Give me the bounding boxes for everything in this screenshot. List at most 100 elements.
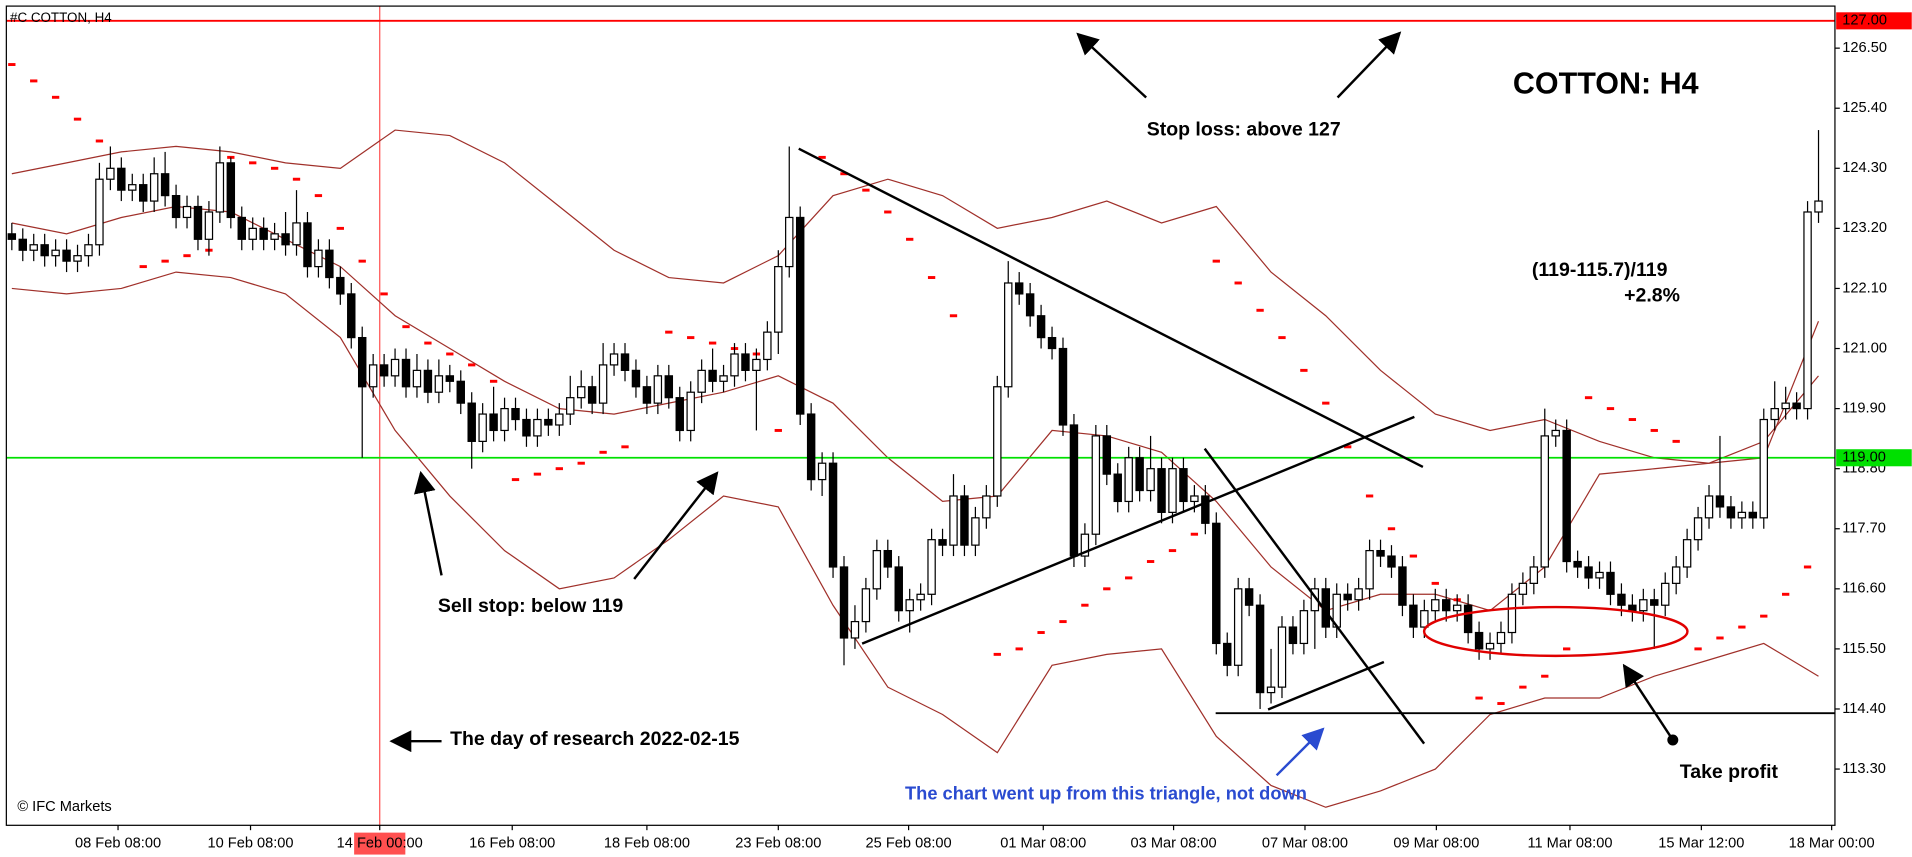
sar-dot [292, 177, 301, 181]
candle-body [620, 353, 630, 371]
candle-body [1190, 495, 1199, 503]
candle-body [1091, 435, 1101, 535]
drawings [389, 31, 1835, 777]
candle-body [839, 566, 849, 639]
candle-body [653, 375, 663, 404]
candle-body [1113, 473, 1122, 503]
candle-body [1628, 604, 1637, 612]
candle-body [1496, 631, 1506, 645]
sar-dot [862, 188, 870, 192]
candle-body [357, 336, 367, 388]
x-tick-label: 18 Feb 08:00 [604, 835, 690, 851]
candle-body [697, 369, 706, 393]
candle-body [719, 375, 728, 382]
level-label-box [1836, 449, 1912, 467]
sar-dot [249, 161, 257, 165]
x-tick-label: 14 Feb 00:00 [337, 835, 423, 851]
target-ellipse [1422, 605, 1689, 658]
sar-dot [336, 226, 344, 230]
candle-body [1442, 599, 1451, 612]
candle-body [138, 184, 148, 202]
candle-body [1759, 418, 1768, 519]
x-tick-label: 15 Mar 12:00 [1658, 835, 1744, 851]
candle-body [171, 194, 181, 219]
candle-body [1803, 211, 1812, 410]
candle-body [861, 588, 871, 623]
sar-dot [1037, 631, 1045, 634]
candle-body [1255, 604, 1265, 694]
x-tick-label: 23 Feb 08:00 [735, 835, 821, 851]
candle-body [40, 244, 49, 257]
sar-dot [533, 472, 542, 476]
plot-area [6, 6, 1835, 826]
sar-dot [1628, 418, 1637, 421]
sar-dot [380, 292, 388, 296]
candle-body [226, 162, 236, 219]
level-label-box [1836, 12, 1912, 30]
x-tick-label: 11 Mar 08:00 [1527, 835, 1612, 851]
trend-line [1267, 660, 1385, 711]
candle-body [401, 358, 411, 388]
y-tick-label: 121.00 [1842, 340, 1887, 356]
candle-body [664, 375, 674, 399]
arrow [1076, 32, 1148, 99]
candle-body [1562, 429, 1571, 563]
candle-body [106, 167, 115, 180]
candle-body [182, 205, 192, 219]
sar-dot [446, 352, 454, 356]
candle-body [894, 566, 903, 612]
candle-body [1069, 424, 1079, 557]
candle-body [18, 238, 27, 251]
x-tick-label: 18 Mar 00:00 [1789, 835, 1875, 851]
candle-body [303, 222, 312, 268]
annotation: +2.8% [1624, 284, 1680, 306]
sar-dot [314, 194, 323, 198]
candle-body [708, 369, 717, 382]
candle-body [215, 162, 225, 213]
sar-dot [599, 450, 607, 454]
candle-body [1737, 511, 1747, 519]
y-tick-label: 123.20 [1842, 220, 1887, 236]
candle-body [774, 265, 783, 333]
candle-body [1463, 604, 1473, 634]
candle-body [1431, 599, 1440, 612]
candle-body [1595, 571, 1604, 579]
candle-body [314, 249, 323, 268]
candle-body [850, 620, 860, 639]
candle-body [368, 364, 378, 388]
sar-dot [621, 445, 629, 449]
candle-body [1168, 468, 1177, 513]
candle-body [1693, 517, 1703, 541]
sar-dot [1541, 674, 1549, 678]
candle-body [62, 249, 71, 262]
sar-dot [1782, 592, 1790, 596]
candle-body [598, 364, 608, 404]
sar-dot [1103, 587, 1111, 591]
candle-body [1650, 599, 1659, 606]
annotation: Stop loss: above 127 [1147, 119, 1341, 141]
candle-body [1584, 566, 1593, 579]
candle-body [1025, 293, 1035, 317]
candle-body [1671, 566, 1681, 584]
candle-body [609, 353, 619, 366]
candle-body [1179, 468, 1188, 503]
candle-body [29, 244, 38, 251]
candle-body [347, 293, 356, 339]
copyright: © IFC Markets [17, 799, 111, 815]
candle-body [467, 402, 476, 442]
sar-dot [665, 330, 673, 334]
candle-body [544, 418, 553, 426]
y-tick-label: 115.50 [1842, 641, 1886, 657]
y-tick-label: 113.30 [1842, 761, 1886, 777]
sar-dot [993, 652, 1001, 656]
sar-dot [1694, 647, 1702, 651]
candle-body [95, 178, 104, 246]
y-tick-label: 117.70 [1842, 521, 1886, 537]
candle-body [927, 539, 936, 595]
candle-body [7, 233, 17, 240]
sar-dot [511, 478, 520, 482]
candle-body [1102, 435, 1112, 475]
candle-body [1814, 200, 1823, 213]
candle-body [489, 413, 498, 432]
